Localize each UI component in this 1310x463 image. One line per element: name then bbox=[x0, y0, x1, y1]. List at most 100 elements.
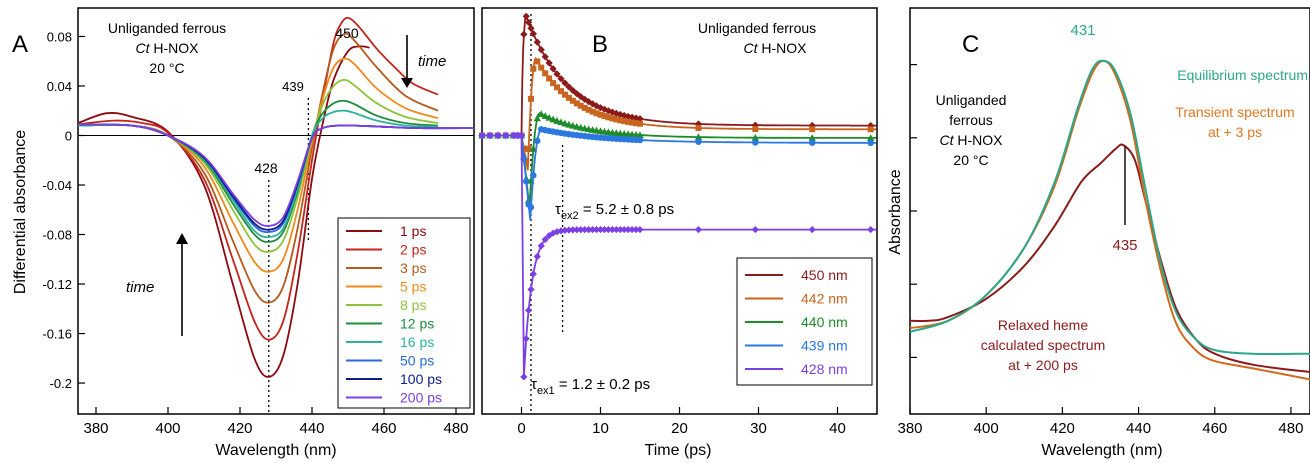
panel-b-point-450nm bbox=[557, 75, 565, 83]
panel-b-point-450nm bbox=[545, 59, 553, 67]
panel-a-legend-label: 1 ps bbox=[400, 223, 426, 239]
panel-b-point-439nm bbox=[636, 136, 644, 144]
panel-b-point-450nm bbox=[600, 105, 609, 113]
panel-b-point-428nm bbox=[502, 131, 510, 140]
panel-b-point-439nm bbox=[867, 139, 874, 147]
panel-b-point-428nm bbox=[513, 131, 522, 140]
panel-c-annotation-1: Unliganded bbox=[936, 92, 1007, 108]
panel-c-xtick-label: 420 bbox=[1050, 420, 1075, 437]
panel-b-point-428nm bbox=[573, 226, 581, 234]
panel-b-point-450nm bbox=[561, 79, 569, 87]
panel-b-point-450nm bbox=[522, 12, 530, 20]
panel-b-point-428nm bbox=[561, 226, 569, 234]
panel-a-ytick-label: 0.08 bbox=[47, 29, 72, 44]
panel-b-point-442nm bbox=[593, 110, 600, 117]
panel-b-point-442nm bbox=[520, 145, 527, 152]
panel-b-point-428nm bbox=[694, 225, 703, 234]
panel-b-point-442nm bbox=[523, 158, 530, 165]
panel-b-point-428nm bbox=[632, 225, 640, 234]
panel-b-point-442nm bbox=[601, 113, 608, 120]
panel-b-point-428nm bbox=[612, 225, 620, 234]
panel-b-point-450nm bbox=[553, 70, 561, 78]
panel-b-point-442nm bbox=[621, 118, 628, 125]
panel-b-point-440nm bbox=[694, 133, 703, 141]
panel-b-point-442nm bbox=[752, 125, 759, 132]
panel-b-xlabel: Time (ps) bbox=[645, 442, 712, 459]
panel-b-point-442nm bbox=[637, 120, 643, 127]
panel-a-time-arrow-down-head bbox=[401, 78, 413, 88]
panel-b-point-450nm bbox=[541, 53, 549, 61]
panel-c-xtick-label: 460 bbox=[1202, 420, 1227, 437]
panel-c-transient-label-1: Transient spectrum bbox=[1175, 104, 1294, 120]
panel-b-point-428nm bbox=[553, 228, 561, 236]
panel-a-ytick-label: -0.12 bbox=[42, 277, 72, 292]
panel-b-point-428nm bbox=[494, 131, 502, 140]
panel-b-point-442nm bbox=[534, 58, 541, 65]
panel-b-point-450nm bbox=[612, 109, 620, 117]
panel-b-point-428nm bbox=[867, 225, 875, 234]
panel-b-point-442nm bbox=[609, 115, 616, 122]
panel-b-legend-label: 439 nm bbox=[801, 338, 848, 354]
panel-a-ytick-label: -0.04 bbox=[42, 178, 72, 193]
panel-b-point-428nm bbox=[527, 285, 535, 294]
panel-b-point-450nm bbox=[589, 100, 597, 108]
panel-a-legend-label: 100 ps bbox=[400, 371, 442, 387]
panel-b-point-428nm bbox=[529, 270, 537, 278]
panel-b-point-439nm bbox=[809, 139, 816, 146]
panel-a-series-8ps bbox=[77, 78, 439, 253]
panel-b-point-442nm bbox=[546, 75, 553, 82]
panel-b-tau-ex2: τex2 = 5.2 ± 0.8 ps bbox=[555, 201, 674, 222]
panel-b-point-440nm bbox=[557, 118, 565, 126]
panel-a-legend-label: 200 ps bbox=[400, 390, 442, 406]
panel-b-point-442nm bbox=[597, 111, 604, 118]
panel-b-point-442nm bbox=[538, 64, 545, 71]
panel-a-legend-label: 50 ps bbox=[400, 353, 434, 369]
panel-b-point-442nm bbox=[633, 120, 640, 127]
panel-b-point-440nm bbox=[533, 114, 541, 122]
panel-c-relaxed-label-1: Relaxed heme bbox=[998, 317, 1088, 333]
panel-b-point-428nm bbox=[517, 131, 526, 140]
panel-b-point-450nm bbox=[537, 46, 545, 54]
panel-a-xtick-label: 460 bbox=[371, 420, 396, 437]
panel-b-point-450nm bbox=[549, 65, 557, 73]
panel-b-point-428nm bbox=[616, 225, 624, 234]
panel-b-point-428nm bbox=[525, 306, 533, 315]
panel-b-point-442nm bbox=[561, 91, 568, 98]
panel-b-xtick-label: 30 bbox=[750, 420, 767, 437]
panel-b-point-428nm bbox=[569, 226, 577, 234]
panel-b-point-450nm bbox=[573, 90, 581, 98]
panel-c-annotation-3: Ct H-NOX bbox=[940, 132, 1004, 148]
panel-b-point-428nm bbox=[520, 373, 528, 381]
panel-b-point-442nm bbox=[573, 100, 580, 107]
panel-c-xtick-label: 440 bbox=[1126, 420, 1151, 437]
panel-b-point-428nm bbox=[577, 226, 585, 234]
panel-b-point-450nm bbox=[569, 86, 577, 95]
panel-b-point-442nm bbox=[525, 145, 532, 152]
panel-c-relaxed-label-3: at + 200 ps bbox=[1008, 357, 1078, 373]
panel-b-point-439nm bbox=[752, 139, 759, 146]
panel-a-ytick-label: -0.16 bbox=[42, 327, 72, 342]
panel-b-point-442nm bbox=[565, 94, 572, 101]
panel-b-point-440nm bbox=[808, 134, 816, 141]
panel-b-point-428nm bbox=[537, 242, 545, 250]
panel-b-point-440nm bbox=[565, 120, 573, 128]
panel-a-peak-439: 439 bbox=[282, 79, 304, 94]
panel-a-legend-label: 3 ps bbox=[400, 260, 426, 276]
panel-b-point-442nm bbox=[542, 70, 549, 77]
panel-b-point-442nm bbox=[558, 88, 564, 95]
panel-a-annotation-2: Ct H-NOX bbox=[136, 40, 200, 56]
panel-c-equilibrium-label: Equilibrium spectrum bbox=[1177, 67, 1308, 83]
panel-b-point-428nm bbox=[628, 225, 636, 234]
panel-a-xtick-label: 480 bbox=[443, 420, 468, 437]
panel-b-point-428nm bbox=[565, 226, 573, 234]
panel-b-point-442nm bbox=[527, 95, 534, 102]
panel-a-ytick-label: -0.08 bbox=[42, 228, 72, 243]
panel-b-xtick-label: 20 bbox=[671, 420, 688, 437]
panel-b-point-450nm bbox=[565, 83, 573, 91]
panel-b-annotation-2: Ct H-NOX bbox=[744, 40, 808, 56]
panel-b-legend-label: 450 nm bbox=[801, 267, 848, 283]
panel-c-xtick-label: 380 bbox=[897, 420, 922, 437]
panel-c-relaxed-label-2: calculated spectrum bbox=[981, 337, 1106, 353]
panel-c-label: C bbox=[962, 31, 979, 58]
panel-b-point-442nm bbox=[589, 108, 596, 115]
